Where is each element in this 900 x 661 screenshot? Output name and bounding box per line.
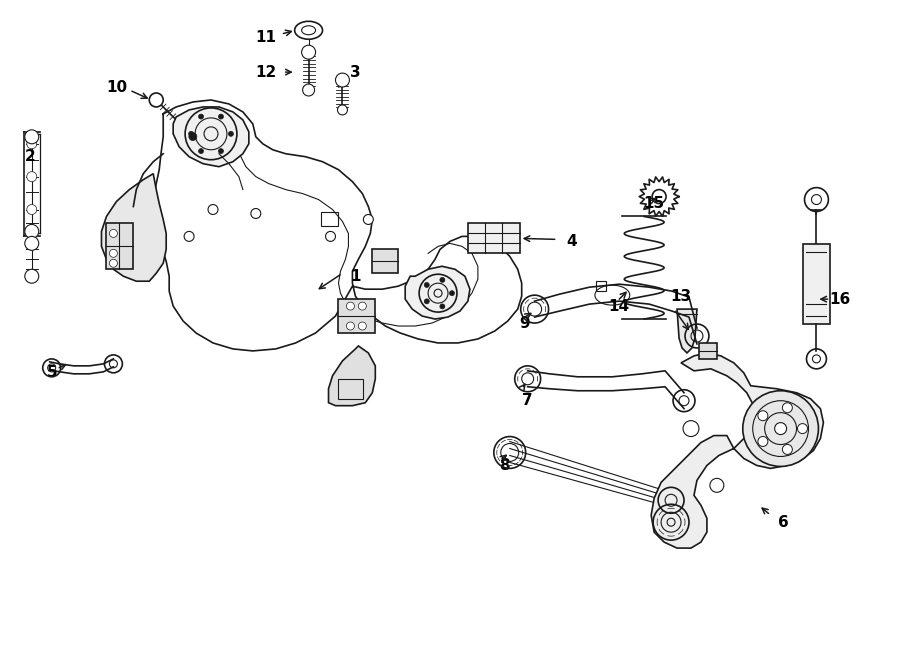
Text: 4: 4: [566, 234, 577, 249]
Circle shape: [364, 214, 374, 225]
Text: 2: 2: [24, 149, 35, 164]
Circle shape: [199, 114, 203, 119]
Polygon shape: [338, 299, 375, 333]
Text: 8: 8: [500, 458, 510, 473]
Circle shape: [424, 299, 429, 304]
Circle shape: [219, 149, 223, 153]
Text: 15: 15: [644, 196, 665, 211]
Circle shape: [110, 249, 117, 257]
Circle shape: [346, 322, 355, 330]
FancyBboxPatch shape: [803, 245, 831, 324]
Circle shape: [336, 73, 349, 87]
Circle shape: [782, 403, 792, 412]
Circle shape: [358, 322, 366, 330]
Circle shape: [440, 304, 445, 309]
Circle shape: [219, 114, 223, 119]
Circle shape: [758, 436, 768, 446]
Circle shape: [149, 93, 163, 107]
Polygon shape: [405, 266, 470, 319]
Polygon shape: [102, 174, 166, 281]
Circle shape: [449, 291, 454, 295]
Circle shape: [27, 204, 37, 214]
Circle shape: [710, 479, 724, 492]
Text: 13: 13: [670, 289, 691, 303]
Circle shape: [302, 84, 315, 96]
Circle shape: [184, 231, 194, 241]
Circle shape: [338, 105, 347, 115]
Text: 10: 10: [106, 79, 127, 95]
Polygon shape: [373, 249, 398, 273]
Circle shape: [440, 278, 445, 282]
Circle shape: [110, 259, 117, 267]
Circle shape: [27, 172, 37, 182]
Circle shape: [25, 269, 39, 283]
Text: 12: 12: [256, 65, 276, 79]
Text: 6: 6: [778, 515, 789, 529]
Text: 7: 7: [522, 393, 533, 408]
Polygon shape: [652, 353, 824, 548]
Polygon shape: [328, 346, 375, 406]
Circle shape: [758, 410, 768, 420]
Circle shape: [326, 231, 336, 241]
Circle shape: [25, 225, 39, 239]
Text: 5: 5: [47, 366, 57, 380]
Circle shape: [775, 422, 787, 434]
Circle shape: [683, 420, 699, 436]
Circle shape: [189, 133, 197, 141]
Circle shape: [358, 302, 366, 310]
Circle shape: [742, 391, 818, 467]
Circle shape: [27, 139, 37, 149]
FancyBboxPatch shape: [699, 343, 717, 359]
Circle shape: [189, 132, 194, 136]
Polygon shape: [677, 309, 697, 353]
Circle shape: [797, 424, 807, 434]
Text: 14: 14: [608, 299, 630, 313]
Text: 3: 3: [350, 65, 361, 79]
Circle shape: [302, 45, 316, 59]
Circle shape: [208, 204, 218, 214]
Circle shape: [25, 130, 39, 144]
Circle shape: [25, 237, 39, 251]
Circle shape: [229, 132, 233, 136]
Text: 11: 11: [256, 30, 276, 45]
Text: 16: 16: [830, 292, 851, 307]
Polygon shape: [106, 223, 133, 269]
Text: 9: 9: [519, 315, 530, 330]
Circle shape: [424, 282, 429, 288]
Circle shape: [199, 149, 203, 153]
Circle shape: [782, 444, 792, 454]
Polygon shape: [173, 107, 248, 167]
Circle shape: [346, 302, 355, 310]
Circle shape: [110, 229, 117, 237]
Circle shape: [251, 208, 261, 219]
FancyBboxPatch shape: [468, 223, 519, 253]
Text: 1: 1: [350, 269, 361, 284]
